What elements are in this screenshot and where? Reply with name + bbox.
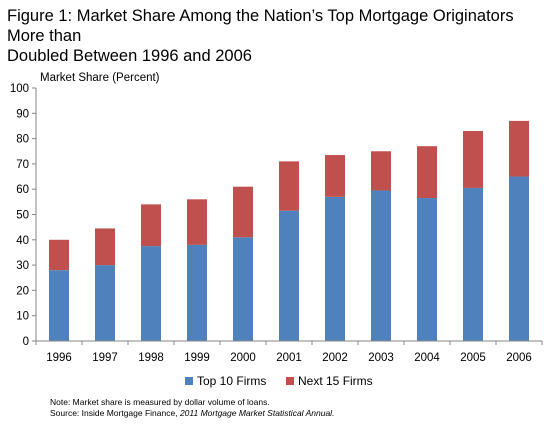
bar-top-10-2005 [463, 187, 483, 341]
legend-label: Top 10 Firms [197, 374, 266, 388]
bar-next-15-2004 [417, 146, 437, 199]
bar-top-10-1997 [95, 265, 115, 341]
bar-next-15-1998 [141, 204, 161, 247]
bar-next-15-1997 [95, 228, 115, 266]
y-tick-label: 50 [16, 210, 29, 222]
bar-next-15-2005 [463, 131, 483, 188]
y-axis-label: Market Share (Percent) [40, 72, 160, 84]
title-line-2: Doubled Between 1996 and 2006 [7, 47, 252, 65]
bars-group [49, 120, 529, 341]
y-tick-label: 0 [23, 336, 29, 348]
bar-next-15-2002 [325, 155, 345, 197]
y-tick-label: 40 [16, 235, 29, 247]
x-tick-label: 1998 [138, 352, 164, 364]
y-tick-label: 20 [16, 285, 29, 297]
x-tick-label: 2004 [414, 352, 440, 364]
bar-top-10-2001 [279, 210, 299, 341]
x-tick-label: 2005 [460, 352, 486, 364]
legend: Top 10 Firms Next 15 Firms [185, 374, 373, 388]
chart-title: Figure 1: Market Share Among the Nation’… [7, 6, 543, 66]
chart-note: Note: Market share is measured by dollar… [50, 397, 334, 419]
bar-top-10-2004 [417, 198, 437, 341]
y-tick-label: 90 [16, 108, 29, 120]
y-tick-label: 70 [16, 159, 29, 171]
bar-top-10-2002 [325, 196, 345, 341]
legend-swatch [286, 377, 294, 385]
x-axis: 1996 1997 1998 1999 2000 2001 2002 2003 2004 2005… [35, 340, 543, 364]
x-tick-label: 2001 [276, 352, 302, 364]
bar-top-10-2003 [371, 190, 391, 341]
stacked-bar-chart: Market Share (Percent) 0 10 20 30 40 50 60 70 80… [10, 72, 543, 388]
bar-next-15-2000 [233, 186, 253, 238]
x-tick-label: 2003 [368, 352, 394, 364]
x-tick-label: 1997 [92, 352, 118, 364]
legend-label: Next 15 Firms [298, 374, 373, 388]
x-tick-label: 2006 [506, 352, 532, 364]
note-text: Note: Market share is measured by dollar… [50, 397, 270, 407]
y-tick-label: 10 [16, 311, 29, 323]
bar-next-15-1999 [187, 199, 207, 245]
title-line-1: Figure 1: Market Share Among the Nation’… [7, 7, 514, 45]
y-axis: 0 10 20 30 40 50 60 70 80 90 100 [10, 83, 37, 348]
source-italic: 2011 Mortgage Market Statistical Annual. [179, 408, 335, 418]
y-tick-label: 80 [16, 134, 29, 146]
bar-top-10-1996 [49, 270, 69, 341]
y-tick-label: 60 [16, 184, 29, 196]
x-tick-label: 2000 [230, 352, 256, 364]
bar-next-15-2006 [509, 120, 529, 177]
x-tick-label: 1999 [184, 352, 210, 364]
bar-next-15-2001 [279, 161, 299, 211]
bar-top-10-2000 [233, 237, 253, 341]
bar-top-10-2006 [509, 176, 529, 341]
bar-next-15-2003 [371, 151, 391, 191]
y-tick-label: 100 [10, 83, 29, 95]
x-tick-label: 1996 [46, 352, 72, 364]
y-tick-label: 30 [16, 260, 29, 272]
bar-next-15-1996 [49, 239, 69, 271]
bar-top-10-1999 [187, 244, 207, 341]
x-tick-label: 2002 [322, 352, 348, 364]
bar-top-10-1998 [141, 246, 161, 341]
source-prefix: Source: Inside Mortgage Finance, [50, 408, 180, 418]
legend-swatch [185, 377, 193, 385]
source-text: Source: Inside Mortgage Finance, 2011 Mo… [50, 408, 334, 419]
